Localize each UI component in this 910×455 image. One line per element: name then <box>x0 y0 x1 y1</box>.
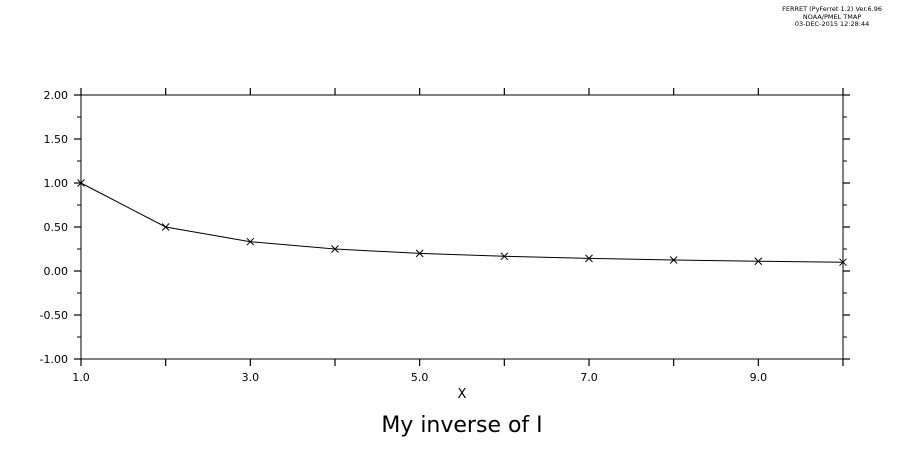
data-point-marker <box>669 256 678 264</box>
y-tick-label: 0.50 <box>44 221 69 234</box>
data-point-marker <box>246 237 255 246</box>
y-tick-label: -0.50 <box>40 309 68 322</box>
stamp-line-2: NOAA/PMEL TMAP <box>802 12 862 21</box>
series-line <box>80 182 844 263</box>
data-point-marker <box>331 245 339 253</box>
y-tick-label: 1.00 <box>44 177 69 190</box>
data-point-marker <box>161 223 170 231</box>
y-tick-label: -1.00 <box>40 353 68 366</box>
ferret-version-stamp: FERRET (PyFerret 1.2) Ver.6.96 NOAA/PMEL… <box>782 5 882 29</box>
x-tick-label: 7.0 <box>580 371 598 384</box>
stamp-line-3: 03-DEC-2015 12:28:44 <box>794 20 870 28</box>
series-markers <box>77 179 847 267</box>
plot-frame <box>80 94 844 360</box>
data-point-marker <box>415 249 424 258</box>
chart-title: My inverse of I <box>381 413 542 438</box>
axis-ticks <box>74 88 850 366</box>
y-tick-label: 0.00 <box>44 265 69 278</box>
x-axis-label: X <box>458 387 467 402</box>
y-tick-label: 2.00 <box>44 89 69 102</box>
x-tick-label: 5.0 <box>411 371 429 384</box>
data-point-marker <box>754 257 763 266</box>
data-point-marker <box>500 252 509 261</box>
x-tick-label: 3.0 <box>242 371 260 384</box>
data-point-marker <box>77 179 85 187</box>
data-point-marker <box>839 258 847 267</box>
stamp-line-1: FERRET (PyFerret 1.2) Ver.6.96 <box>782 5 882 13</box>
data-point-marker <box>585 254 593 263</box>
x-tick-label: 9.0 <box>750 371 768 384</box>
x-tick-label: 1.0 <box>72 371 90 384</box>
axis-tick-labels: 1.0 3.0 5.0 7.0 9.0 -1.00 -0.50 0.00 0.50 1.00 1.5… <box>40 89 768 384</box>
y-tick-label: 1.50 <box>44 133 69 146</box>
